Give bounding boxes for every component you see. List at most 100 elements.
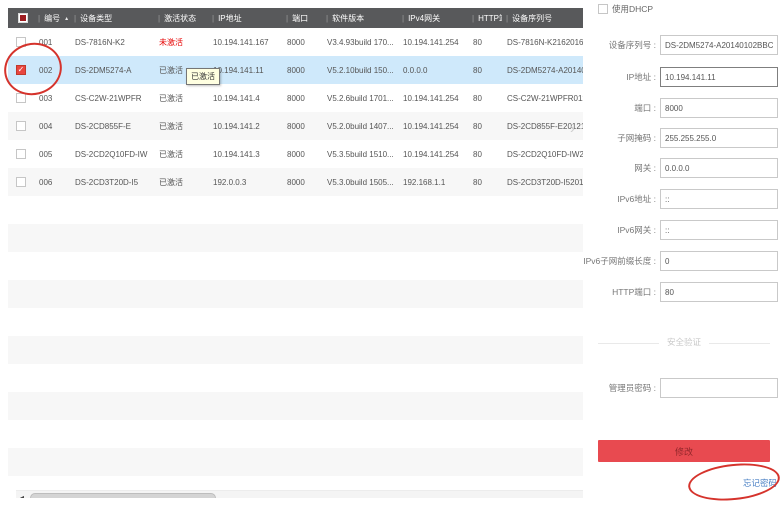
panel-collapse-chevron-icon[interactable]: › [570, 120, 575, 137]
subnet-mask-input[interactable] [660, 128, 778, 148]
row-checkbox[interactable] [16, 37, 26, 47]
empty-row [8, 392, 583, 420]
row-checkbox-cell: ✓ [8, 65, 34, 75]
row-checkbox[interactable] [16, 121, 26, 131]
column-header-ip[interactable]: | IP地址 [208, 8, 282, 28]
cell-number: 001 [39, 37, 53, 47]
field-label: 子网掩码 : [590, 132, 656, 144]
field-label-text: 网关 : [634, 163, 656, 173]
field-label: IPv6地址 : [590, 193, 656, 205]
dhcp-label: 使用DHCP [612, 4, 654, 14]
field-label: 端口 : [590, 102, 656, 114]
device-row-004[interactable]: 004 DS-2CD855F-E 已激活 10.194.141.2 8000 V5.2.0… [8, 112, 583, 140]
modify-button[interactable]: 修改 [598, 440, 770, 462]
column-header-ver[interactable]: | 软件版本 [322, 8, 398, 28]
field-port: 端口 : [590, 98, 778, 118]
admin-password-input[interactable] [660, 378, 778, 398]
cell-serial-number: DS-2CD2Q10FD-IW20150506A [507, 149, 583, 159]
device-row-002[interactable]: ✓ 002 DS-2DM5274-A 已激活 10.194.141.11 8000 V5.2… [8, 56, 583, 84]
cell-device-type: CS-C2W-21WPFR [75, 93, 142, 103]
empty-row [8, 336, 583, 364]
field-ipv6-gateway: IPv6网关 : [590, 220, 778, 240]
cell-device-type: DS-2CD855F-E [75, 121, 132, 131]
scroll-left-icon[interactable]: ◂ [20, 493, 25, 498]
row-checkbox[interactable]: ✓ [16, 65, 26, 75]
column-header-label: 编号 [44, 13, 61, 23]
dhcp-checkbox[interactable] [598, 4, 608, 14]
empty-row [8, 224, 583, 252]
cell-number: 005 [39, 149, 53, 159]
device-row-006[interactable]: 006 DS-2CD3T20D-I5 已激活 192.0.0.3 8000 V5.3.0b… [8, 168, 583, 196]
column-separator: | [158, 13, 161, 23]
cell-serial-number: DS-2CD3T20D-I520151102AAC [507, 177, 583, 187]
cell-serial-number: DS-7816N-K21620161019CCRF [507, 37, 583, 47]
cell-activation-status: 已激活 [159, 121, 183, 131]
table-header-row: |编号▴|设备类型|激活状态|IP地址|端口|软件版本|IPv4网关|HTTP端… [8, 8, 583, 28]
cell-ipv4-gateway: 10.194.141.254 [403, 121, 459, 131]
device-row-005[interactable]: 005 DS-2CD2Q10FD-IW 已激活 10.194.141.3 8000 V5.… [8, 140, 583, 168]
ipv6-gateway-input[interactable] [660, 220, 778, 240]
ip-address-input[interactable] [660, 67, 778, 87]
column-separator: | [212, 13, 215, 23]
cell-http-port: 80 [473, 177, 482, 187]
device-serial-input[interactable] [660, 35, 778, 55]
cell-ipv4-gateway: 10.194.141.254 [403, 93, 459, 103]
column-separator: | [286, 13, 289, 23]
row-checkbox[interactable] [16, 149, 26, 159]
column-separator: | [74, 13, 77, 23]
table-body: 001 DS-7816N-K2 未激活 10.194.141.167 8000 V3.4.… [8, 28, 583, 476]
scrollbar-thumb[interactable] [30, 493, 216, 498]
column-header-type[interactable]: | 设备类型 [70, 8, 154, 28]
cell-port: 8000 [287, 177, 305, 187]
ipv6-address-input[interactable] [660, 189, 778, 209]
cell-ipv4-gateway: 192.168.1.1 [403, 177, 446, 187]
column-header-label: HTTP端口 [478, 13, 502, 23]
row-checkbox[interactable] [16, 93, 26, 103]
row-checkbox[interactable] [16, 177, 26, 187]
port-input[interactable] [660, 98, 778, 118]
horizontal-scrollbar[interactable]: ◂ ▸ [16, 490, 583, 498]
cell-http-port: 80 [473, 121, 482, 131]
column-header-label: 设备类型 [80, 13, 113, 23]
empty-row [8, 196, 583, 224]
device-row-003[interactable]: 003 CS-C2W-21WPFR 已激活 10.194.141.4 8000 V5.2.… [8, 84, 583, 112]
column-header-gw[interactable]: | IPv4网关 [398, 8, 468, 28]
field-gateway: 网关 : [590, 158, 778, 178]
select-all-checkbox[interactable] [18, 13, 28, 23]
field-admin-password: 管理员密码 : [590, 378, 778, 398]
cell-software-version: V5.2.0build 1407... [327, 121, 394, 131]
empty-row [8, 420, 583, 448]
column-separator: | [326, 13, 329, 23]
column-header-label: 设备序列号 [512, 13, 553, 23]
field-label: IP地址 : [590, 71, 656, 83]
ipv6-prefix-length-input[interactable] [660, 251, 778, 271]
dhcp-row: 使用DHCP [598, 3, 653, 15]
gateway-input[interactable] [660, 158, 778, 178]
empty-row [8, 280, 583, 308]
row-checkbox-cell [8, 177, 34, 187]
cell-http-port: 80 [473, 93, 482, 103]
column-header-port[interactable]: | 端口 [282, 8, 322, 28]
column-header-http[interactable]: |HTTP端口 [468, 8, 502, 28]
forgot-password-link[interactable]: 忘记密码 [742, 478, 777, 488]
sort-ascending-icon[interactable]: ▴ [65, 15, 69, 22]
field-device-serial: 设备序列号 : [590, 35, 778, 55]
column-header-serial[interactable]: | 设备序列号 [502, 8, 583, 28]
field-http-port: HTTP端口 : [590, 282, 778, 302]
cell-software-version: V5.2.6build 1701... [327, 93, 394, 103]
field-label: IPv6子网前缀长度 : [583, 255, 656, 267]
cell-serial-number: DS-2DM5274-A20140102BBCH44 [507, 65, 583, 75]
empty-row [8, 252, 583, 280]
cell-ipv4-gateway: 10.194.141.254 [403, 149, 459, 159]
field-subnet-mask: 子网掩码 : [590, 128, 778, 148]
cell-activation-status: 已激活 [159, 149, 183, 159]
field-label-text: 管理员密码 : [608, 383, 656, 393]
device-table: |编号▴|设备类型|激活状态|IP地址|端口|软件版本|IPv4网关|HTTP端… [8, 8, 583, 498]
empty-row [8, 308, 583, 336]
column-header-status[interactable]: | 激活状态 [154, 8, 208, 28]
device-row-001[interactable]: 001 DS-7816N-K2 未激活 10.194.141.167 8000 V3.4.… [8, 28, 583, 56]
cell-number: 004 [39, 121, 53, 131]
http-port-input[interactable] [660, 282, 778, 302]
column-header-num[interactable]: | 编号 ▴ [34, 8, 70, 28]
